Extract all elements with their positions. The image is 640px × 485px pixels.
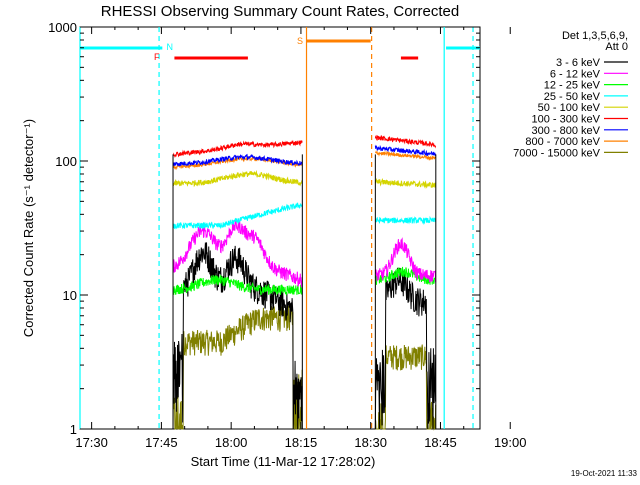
series-line: [374, 134, 437, 149]
series-line: [374, 144, 437, 157]
legend-item: 800 - 7000 keV: [525, 136, 628, 148]
legend-item: 3 - 6 keV: [556, 57, 628, 69]
series-line: [172, 153, 303, 167]
y-axis: 1 10 100 1000: [48, 20, 480, 437]
plot-area: NF S: [79, 26, 481, 431]
legend-label: 100 - 300 keV: [532, 114, 601, 126]
x-tick-label: 18:30: [354, 435, 387, 450]
chart-title: RHESSI Observing Summary Count Rates, Co…: [101, 3, 459, 20]
series-line: [172, 242, 303, 430]
y-axis-label: Corrected Count Rate (s⁻¹ detector⁻¹): [21, 119, 36, 337]
legend-item: 25 - 50 keV: [544, 91, 628, 103]
flare-marker-label: F: [154, 52, 160, 62]
legend-item: 100 - 300 keV: [532, 114, 628, 126]
x-tick-label: 17:45: [145, 435, 178, 450]
legend-label: 6 - 12 keV: [550, 68, 601, 80]
y-tick-label: 10: [63, 288, 77, 303]
series-line: [374, 150, 437, 161]
legend-label: 7000 - 15000 keV: [513, 147, 601, 159]
series-line: [374, 177, 437, 190]
x-tick-label: 18:15: [285, 435, 318, 450]
x-tick-label: 18:45: [424, 435, 457, 450]
saa-marker-label: S: [297, 36, 303, 46]
x-tick-label: 19:00: [494, 435, 527, 450]
legend-item: 12 - 25 keV: [544, 80, 628, 92]
legend-header-detectors: Det 1,3,5,6,9,: [562, 30, 628, 42]
legend-label: 50 - 100 keV: [538, 102, 601, 114]
y-tick-label: 1000: [48, 20, 77, 35]
series-line: [374, 215, 436, 225]
x-axis: 17:30 17:45 18:00 18:15 18:30 18:45 19:00: [75, 27, 527, 450]
legend-label: 800 - 7000 keV: [525, 136, 600, 148]
x-tick-label: 18:00: [215, 435, 248, 450]
series-line: [374, 237, 437, 283]
legend-item: 50 - 100 keV: [538, 102, 628, 114]
timestamp: 19-Oct-2021 11:33: [571, 469, 638, 478]
data-layer: [172, 134, 437, 431]
series-line: [172, 155, 303, 171]
legend-header-attenuator: Att 0: [605, 41, 628, 53]
series-line: [172, 202, 303, 230]
series-line: [172, 218, 303, 288]
x-axis-label: Start Time (11-Mar-12 17:28:02): [191, 454, 376, 469]
legend-item: 300 - 800 keV: [532, 125, 628, 137]
legend-label: 25 - 50 keV: [544, 91, 601, 103]
legend-label: 3 - 6 keV: [556, 57, 601, 69]
night-marker-label: N: [167, 42, 174, 52]
y-tick-label: 100: [55, 154, 77, 169]
x-tick-label: 17:30: [75, 435, 108, 450]
plot-frame: [79, 26, 481, 430]
interval-layer: NF S: [79, 27, 480, 429]
legend-item: 6 - 12 keV: [550, 68, 628, 80]
legend-label: 300 - 800 keV: [532, 125, 601, 137]
series-line: [374, 344, 437, 431]
legend-label: 12 - 25 keV: [544, 80, 601, 92]
series-line: [172, 139, 303, 158]
y-tick-label: 1: [70, 422, 77, 437]
series-line: [172, 274, 303, 297]
series-line: [172, 306, 303, 430]
legend-item: 7000 - 15000 keV: [513, 147, 628, 159]
series-line: [172, 169, 303, 188]
